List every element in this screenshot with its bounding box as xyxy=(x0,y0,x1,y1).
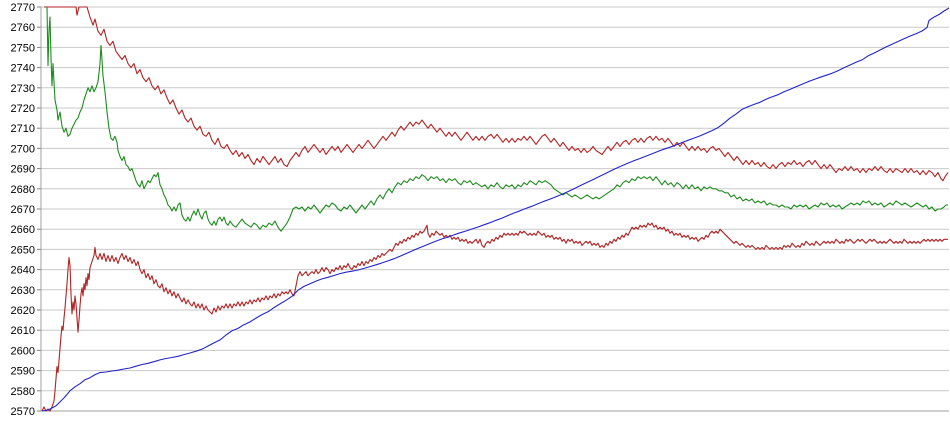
y-axis-label: 2570 xyxy=(11,406,35,418)
y-axis-label: 2740 xyxy=(11,63,35,75)
y-axis-label: 2750 xyxy=(11,42,35,54)
y-axis-label: 2620 xyxy=(11,305,35,317)
y-axis-label: 2630 xyxy=(11,285,35,297)
y-axis-label: 2680 xyxy=(11,184,35,196)
y-axis-label: 2670 xyxy=(11,204,35,216)
y-axis-label: 2660 xyxy=(11,224,35,236)
y-axis-label: 2600 xyxy=(11,345,35,357)
blue-line xyxy=(41,7,950,412)
y-axis-label: 2700 xyxy=(11,143,35,155)
green-line xyxy=(46,6,948,232)
lower-red-line xyxy=(41,222,948,412)
y-axis-label: 2650 xyxy=(11,244,35,256)
y-axis-label: 2610 xyxy=(11,325,35,337)
y-axis-label: 2710 xyxy=(11,123,35,135)
y-axis-label: 2590 xyxy=(11,366,35,378)
y-axis-labels: 2570 2580 2590 2600 2610 2620 2630 2640 2650 2660… xyxy=(11,2,35,418)
gridlines xyxy=(41,6,949,412)
y-axis-label: 2640 xyxy=(11,265,35,277)
y-axis xyxy=(37,6,42,412)
y-axis-label: 2770 xyxy=(11,2,35,14)
y-axis-label: 2760 xyxy=(11,22,35,34)
data-series xyxy=(41,6,950,412)
y-axis-label: 2580 xyxy=(11,386,35,398)
y-axis-label: 2730 xyxy=(11,83,35,95)
y-axis-label: 2720 xyxy=(11,103,35,115)
y-axis-label: 2690 xyxy=(11,164,35,176)
upper-red-line xyxy=(44,6,949,182)
